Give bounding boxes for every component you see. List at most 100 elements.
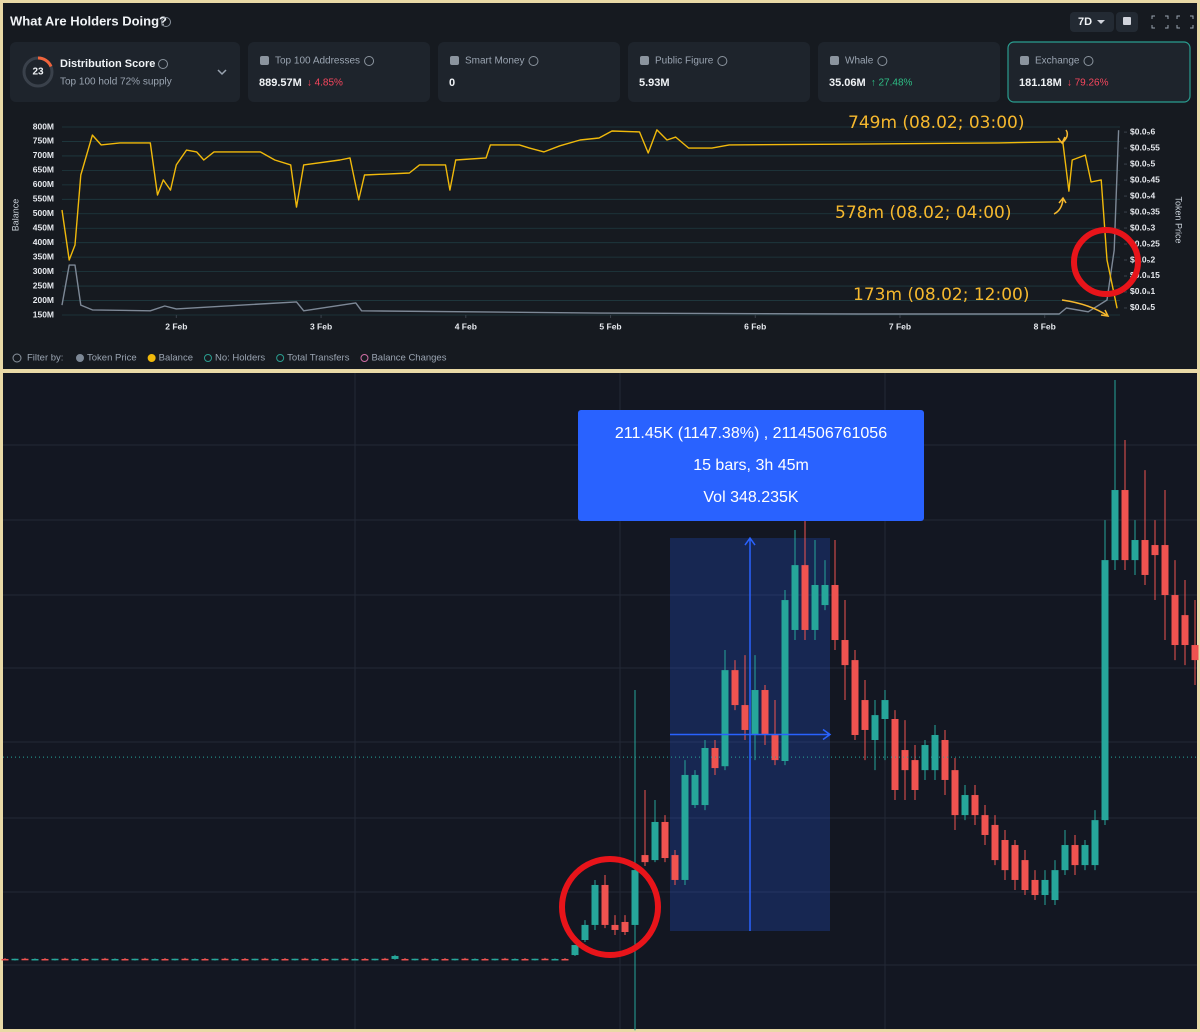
candle-body [391,955,399,959]
candle-body [1141,540,1149,575]
y-tick-label: 650M [33,165,54,175]
candle-body [1181,615,1189,646]
calendar-icon [1123,17,1131,25]
legend-marker [76,354,84,362]
candle-body [101,958,109,961]
candle-body [591,884,599,925]
x-tick-label: 2 Feb [165,321,187,331]
candle-body [541,958,549,961]
legend-marker [360,354,369,362]
candle-body [1051,870,1059,901]
candle-body [721,670,729,767]
candle-body [911,760,919,791]
range-value[interactable]: 7D [1078,16,1092,28]
candle-body [111,958,119,961]
candle-body [351,958,359,961]
fullscreen-button[interactable] [1151,15,1169,29]
candle-body [401,958,409,961]
y-tick-label: 500M [33,208,54,218]
candle-body [281,958,289,961]
info-icon [717,56,728,66]
candle-body [1071,845,1079,866]
tooltip-line: 211.45K (1147.38%) , 2114506761056 [615,425,887,442]
annotation-arrow [1061,299,1110,317]
y2-tick-label: $0.0₅55 [1130,142,1160,152]
chevron[interactable] [217,69,227,76]
candle-body [851,660,859,735]
y2-axis-title: Token Price [1174,196,1184,243]
card-note: Top 100 hold 72% supply [60,77,172,88]
candle-body [1161,545,1169,596]
candle-body [1111,490,1119,561]
candle-body [511,958,519,961]
candle-body [971,795,979,816]
info-icon [528,56,539,66]
candle-body [931,734,939,771]
candle-body [1021,860,1029,891]
legend-entry[interactable]: Token Price [87,353,137,364]
price-grid [3,373,1197,1029]
y-tick-label: 400M [33,237,54,247]
candle-body [381,958,389,961]
candle-body [741,705,749,730]
candle-body [791,565,799,630]
card-icon [450,56,459,65]
candle-body [291,958,299,961]
candle-body [1011,845,1019,880]
legend-entry[interactable]: Balance [159,353,193,364]
x-tick-label: 8 Feb [1034,321,1056,331]
range-select[interactable] [1070,12,1114,32]
candle-body [951,770,959,816]
filter-option[interactable]: Total Transfers [287,353,350,364]
filter-option[interactable]: No: Holders [215,353,265,364]
candle-body [421,958,429,961]
card-change: ↑ 27.48% [871,78,913,89]
candle-body [321,958,329,961]
candle-body [1131,540,1139,561]
y-tick-label: 600M [33,179,54,189]
candle-body [881,700,889,720]
candle-body [631,870,639,925]
candle-body [781,600,789,762]
candle-body [571,945,579,956]
candle-body [981,815,989,835]
y2-tick-label: $0.0₅6 [1130,126,1155,136]
info-icon [161,17,171,27]
candle-body [261,958,269,961]
card-icon [830,56,839,65]
candle-body [201,958,209,961]
info-icon [12,353,22,363]
candle-body [161,958,169,961]
candle-body [641,855,649,863]
filter-option[interactable]: Balance Changes [371,353,446,364]
candle-body [711,748,719,769]
candle-body [491,958,499,961]
legend-marker [203,354,212,362]
candle-body [451,958,459,961]
y2-tick-label: $0.0₆5 [1130,302,1155,312]
candle-body [41,958,49,961]
x-tick-label: 5 Feb [599,321,621,331]
candle-body [761,690,769,735]
candle-body [301,958,309,961]
candle-body [361,958,369,961]
candle-body [71,958,79,961]
candle-body [861,700,869,730]
card-label: Exchange [1035,56,1080,67]
dropdown-arrow [1097,20,1105,24]
candle-body [651,821,659,861]
candle-body [821,584,829,606]
expand-button[interactable] [1176,15,1194,29]
candle-body [831,584,839,641]
y-tick-label: 350M [33,251,54,261]
candle-body [671,855,679,880]
candle-body [371,958,379,961]
candle-body [1031,879,1039,896]
y2-tick-label: $0.0₅15 [1130,270,1160,280]
candle-body [901,750,909,771]
holders-chart: Top 100 Addresses 889.57M ↓ 4.85% Smart Mon… [33,41,1191,364]
card-label: Distribution Score [60,58,155,70]
candle-body [131,958,139,961]
card-change: ↓ 79.26% [1067,78,1109,89]
card [438,42,620,102]
